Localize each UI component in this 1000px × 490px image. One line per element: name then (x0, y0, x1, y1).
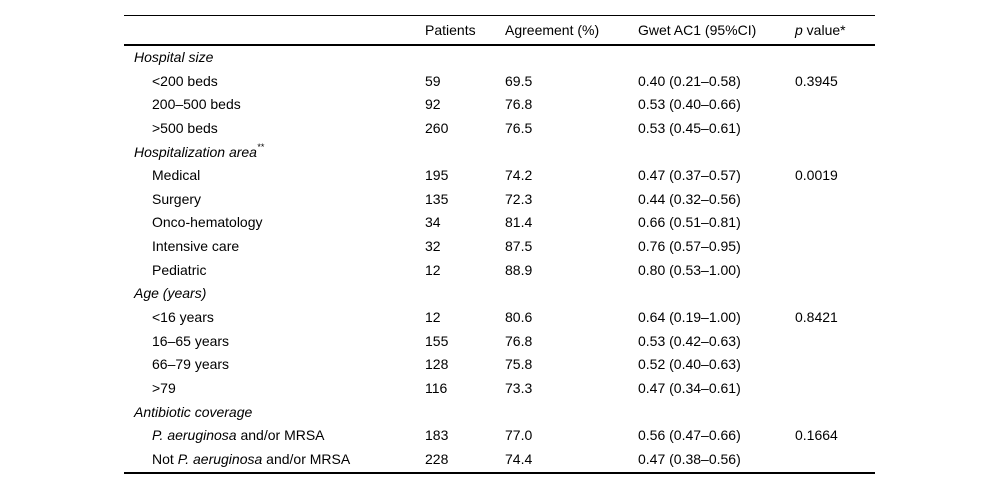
cell-patients: 228 (425, 450, 449, 467)
section-header-row: Age (years) (124, 282, 875, 306)
table-row: Pediatric 12 88.9 0.80 (0.53–1.00) (124, 259, 875, 283)
table-header-row: Patients Agreement (%) Gwet AC1 (95%CI) … (124, 16, 875, 46)
table-row: Not P. aeruginosa and/or MRSA 228 74.4 0.47… (124, 448, 875, 472)
cell-agreement: 73.3 (505, 379, 533, 396)
cell-agreement: 81.4 (505, 214, 533, 231)
cell-p-value: 0.0019 (795, 167, 838, 184)
cell-agreement: 74.2 (505, 167, 533, 184)
cell-gwet-ac1: 0.80 (0.53–1.00) (638, 261, 741, 278)
row-label: Onco-hematology (152, 214, 263, 231)
cell-agreement: 76.8 (505, 96, 533, 113)
table-row: Surgery 135 72.3 0.44 (0.32–0.56) (124, 188, 875, 212)
table-row: <16 years 12 80.6 0.64 (0.19–1.00) 0.8421 (124, 306, 875, 330)
cell-patients: 59 (425, 72, 441, 89)
cell-agreement: 87.5 (505, 238, 533, 255)
cell-patients: 260 (425, 119, 449, 136)
table-row: 200–500 beds 92 76.8 0.53 (0.40–0.66) (124, 93, 875, 117)
cell-gwet-ac1: 0.53 (0.45–0.61) (638, 119, 741, 136)
row-label: Medical (152, 167, 201, 184)
cell-gwet-ac1: 0.40 (0.21–0.58) (638, 72, 741, 89)
statistics-table: Patients Agreement (%) Gwet AC1 (95%CI) … (124, 15, 875, 474)
cell-gwet-ac1: 0.44 (0.32–0.56) (638, 190, 741, 207)
section-header-row: Hospital size (124, 46, 875, 70)
cell-agreement: 88.9 (505, 261, 533, 278)
cell-p-value: 0.1664 (795, 427, 838, 444)
cell-gwet-ac1: 0.47 (0.37–0.57) (638, 167, 741, 184)
row-label: >79 (152, 379, 176, 396)
row-label: Pediatric (152, 261, 207, 278)
table-row: >500 beds 260 76.5 0.53 (0.45–0.61) (124, 117, 875, 141)
cell-agreement: 76.8 (505, 332, 533, 349)
cell-p-value: 0.3945 (795, 72, 838, 89)
cell-agreement: 76.5 (505, 119, 533, 136)
cell-gwet-ac1: 0.53 (0.42–0.63) (638, 332, 741, 349)
p-value-italic-p: p (795, 22, 803, 38)
section-footnote-marker: ** (256, 141, 264, 152)
section-header-label: Hospital size (134, 49, 214, 65)
cell-agreement: 72.3 (505, 190, 533, 207)
col-header-p-value: p value* (795, 16, 846, 44)
cell-gwet-ac1: 0.66 (0.51–0.81) (638, 214, 741, 231)
cell-patients: 12 (425, 261, 441, 278)
cell-gwet-ac1: 0.47 (0.34–0.61) (638, 379, 741, 396)
row-label: 16–65 years (152, 332, 230, 349)
section-header-row: Hospitalization area** (124, 141, 875, 165)
cell-gwet-ac1: 0.47 (0.38–0.56) (638, 450, 741, 467)
cell-patients: 32 (425, 238, 441, 255)
table-row: >79 116 73.3 0.47 (0.34–0.61) (124, 377, 875, 401)
row-label: 66–79 years (152, 356, 230, 373)
table-row: <200 beds 59 69.5 0.40 (0.21–0.58) 0.3945 (124, 70, 875, 94)
cell-patients: 155 (425, 332, 449, 349)
table-row: 16–65 years 155 76.8 0.53 (0.42–0.63) (124, 330, 875, 354)
cell-gwet-ac1: 0.56 (0.47–0.66) (638, 427, 741, 444)
col-header-patients: Patients (425, 22, 476, 38)
cell-patients: 128 (425, 356, 449, 373)
table-row: Intensive care 32 87.5 0.76 (0.57–0.95) (124, 235, 875, 259)
cell-gwet-ac1: 0.53 (0.40–0.66) (638, 96, 741, 113)
cell-patients: 12 (425, 309, 441, 326)
cell-patients: 135 (425, 190, 449, 207)
cell-agreement: 77.0 (505, 427, 533, 444)
row-label: P. aeruginosa and/or MRSA (152, 427, 325, 444)
cell-gwet-ac1: 0.76 (0.57–0.95) (638, 238, 741, 255)
table-row: Medical 195 74.2 0.47 (0.37–0.57) 0.0019 (124, 164, 875, 188)
section-header-row: Antibiotic coverage (124, 401, 875, 425)
row-label: <200 beds (152, 72, 218, 89)
row-label: Intensive care (152, 238, 240, 255)
col-header-agreement: Agreement (%) (505, 22, 600, 38)
row-label: <16 years (152, 309, 214, 326)
row-label: 200–500 beds (152, 96, 241, 113)
row-label: >500 beds (152, 119, 218, 136)
cell-patients: 92 (425, 96, 441, 113)
cell-agreement: 74.4 (505, 450, 533, 467)
section-header-label: Age (years) (134, 285, 207, 302)
col-header-gwet-ac1: Gwet AC1 (95%CI) (638, 22, 757, 38)
row-label: Surgery (152, 190, 202, 207)
section-header-label: Antibiotic coverage (134, 403, 253, 420)
cell-patients: 116 (425, 379, 448, 396)
table-row: P. aeruginosa and/or MRSA 183 77.0 0.56 (0.… (124, 424, 875, 448)
cell-patients: 195 (425, 167, 449, 184)
cell-patients: 183 (425, 427, 449, 444)
table-row: 66–79 years 128 75.8 0.52 (0.40–0.63) (124, 353, 875, 377)
cell-agreement: 69.5 (505, 72, 533, 89)
cell-gwet-ac1: 0.52 (0.40–0.63) (638, 356, 741, 373)
section-header-label: Hospitalization area** (134, 141, 264, 160)
table-body: Hospital size <200 beds 59 69.5 0.40 (0.21–0… (124, 46, 875, 474)
row-label: Not P. aeruginosa and/or MRSA (152, 450, 351, 467)
cell-agreement: 80.6 (505, 309, 533, 326)
cell-gwet-ac1: 0.64 (0.19–1.00) (638, 309, 741, 326)
cell-p-value: 0.8421 (795, 309, 838, 326)
cell-patients: 34 (425, 214, 441, 231)
cell-agreement: 75.8 (505, 356, 533, 373)
table-row: Onco-hematology 34 81.4 0.66 (0.51–0.81) (124, 211, 875, 235)
p-value-rest: value* (802, 22, 846, 38)
